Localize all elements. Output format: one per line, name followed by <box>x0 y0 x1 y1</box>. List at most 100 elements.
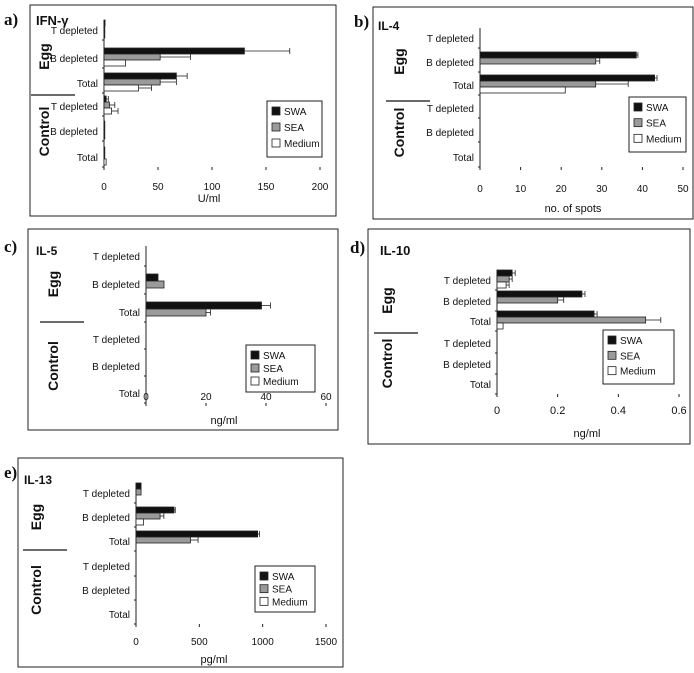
group-label-control: Control <box>391 108 407 158</box>
category-label: T depleted <box>93 335 140 346</box>
bar-sea-2 <box>145 308 207 317</box>
group-label-egg: Egg <box>28 504 44 530</box>
group-label-egg: Egg <box>36 43 52 69</box>
bar-sea-2 <box>479 80 597 88</box>
category-label: B depleted <box>50 127 98 138</box>
category-label: Total <box>77 153 98 164</box>
legend-label: SWA <box>646 103 669 114</box>
legend-swatch-swa <box>259 571 269 581</box>
bar-sea-2 <box>103 78 161 86</box>
bar-sea-4 <box>103 126 106 134</box>
x-axis-label: pg/ml <box>201 654 228 666</box>
category-label: Total <box>453 81 474 92</box>
x-tick-label: 0 <box>477 184 483 195</box>
x-tick-label: 0 <box>101 182 107 193</box>
legend-label: SEA <box>263 364 283 375</box>
bar-medium-4 <box>103 132 106 140</box>
chart-frame <box>17 457 344 668</box>
bar-sea-5 <box>103 152 106 160</box>
group-label-control: Control <box>36 107 52 157</box>
bar-medium-0 <box>496 281 507 289</box>
panel-letter-c: c) <box>4 237 18 256</box>
bar-sea-0 <box>496 275 510 283</box>
category-label: B depleted <box>82 513 130 524</box>
x-tick-label: 0 <box>133 637 139 648</box>
legend-label: SEA <box>272 585 292 596</box>
group-label-control: Control <box>45 341 61 391</box>
panel-letter-b: b) <box>354 12 370 31</box>
category-label: T depleted <box>444 276 491 287</box>
bar-medium-1 <box>135 518 144 526</box>
bar-sea-2 <box>496 316 647 324</box>
legend-label: SEA <box>284 123 304 134</box>
category-label: B depleted <box>82 586 130 597</box>
bar-swa-2 <box>103 72 177 80</box>
bar-medium-1 <box>103 59 127 67</box>
x-tick-label: 40 <box>260 392 272 403</box>
legend-swatch-sea <box>250 363 260 373</box>
bar-medium-3 <box>103 107 112 115</box>
bar-sea-1 <box>135 512 161 520</box>
chart-panel-4: IL-13 0 500 1000 1500 pg/ml T depleted B deplet… <box>17 457 344 668</box>
category-label: B depleted <box>443 360 491 371</box>
bar-swa-2 <box>145 301 262 310</box>
legend-swatch-swa <box>250 350 260 360</box>
x-tick-label: 20 <box>556 184 568 195</box>
bar-swa-2 <box>496 310 595 318</box>
x-axis-label: ng/ml <box>574 428 601 440</box>
legend-swatch-medium <box>250 376 260 386</box>
legend-swatch-medium <box>607 366 617 376</box>
x-tick-label: 60 <box>320 392 332 403</box>
chart-panel-1: IL-4 0 10 20 30 40 50 no. of spots T depleted B d… <box>372 6 694 220</box>
x-axis-label: no. of spots <box>545 203 602 215</box>
bar-swa-1 <box>479 51 637 59</box>
chart-panel-0: IFN-γ 0 50 100 150 200 U/ml T depleted B deplete… <box>29 4 337 217</box>
bar-swa-0 <box>103 19 106 27</box>
bar-swa-3 <box>103 95 107 103</box>
bar-sea-1 <box>496 296 559 304</box>
x-tick-label: 0.4 <box>611 405 626 417</box>
panel-letter-a: a) <box>4 10 19 29</box>
x-tick-label: 30 <box>596 184 608 195</box>
x-tick-label: 1500 <box>315 637 338 648</box>
category-label: Total <box>77 79 98 90</box>
group-label-egg: Egg <box>391 48 407 74</box>
category-label: Total <box>109 537 130 548</box>
x-tick-label: 150 <box>258 182 275 193</box>
legend-swatch-swa <box>271 106 281 116</box>
x-tick-label: 200 <box>312 182 329 193</box>
category-label: T depleted <box>83 489 130 500</box>
category-label: Total <box>453 153 474 164</box>
category-label: T depleted <box>427 104 474 115</box>
chart-title: IL-13 <box>24 473 52 487</box>
legend-label: SWA <box>272 572 295 583</box>
bar-swa-2 <box>135 530 258 538</box>
x-tick-label: 20 <box>200 392 212 403</box>
chart-title: IL-10 <box>380 243 410 258</box>
legend-label: Medium <box>646 134 682 145</box>
bar-sea-2 <box>135 536 191 544</box>
legend-swatch-sea <box>633 118 643 128</box>
chart-title: IL-4 <box>378 19 400 33</box>
legend-label: Medium <box>263 377 299 388</box>
category-label: B depleted <box>426 58 474 69</box>
bar-swa-2 <box>479 74 655 82</box>
bar-swa-1 <box>103 47 245 55</box>
legend-swatch-sea <box>607 350 617 360</box>
bar-swa-4 <box>103 120 106 128</box>
bar-medium-2 <box>496 322 504 330</box>
panel-letter-d: d) <box>350 238 366 257</box>
bar-sea-1 <box>103 53 161 61</box>
chart-frame <box>367 228 691 445</box>
category-label: B depleted <box>443 297 491 308</box>
legend-swatch-swa <box>607 335 617 345</box>
legend-swatch-medium <box>271 138 281 148</box>
bar-swa-0 <box>135 482 142 490</box>
group-label-egg: Egg <box>45 271 61 297</box>
x-tick-label: 40 <box>637 184 649 195</box>
legend-swatch-medium <box>633 133 643 143</box>
x-tick-label: 0.2 <box>550 405 565 417</box>
bar-sea-1 <box>479 57 597 65</box>
legend-label: SEA <box>646 119 666 130</box>
category-label: Total <box>109 610 130 621</box>
